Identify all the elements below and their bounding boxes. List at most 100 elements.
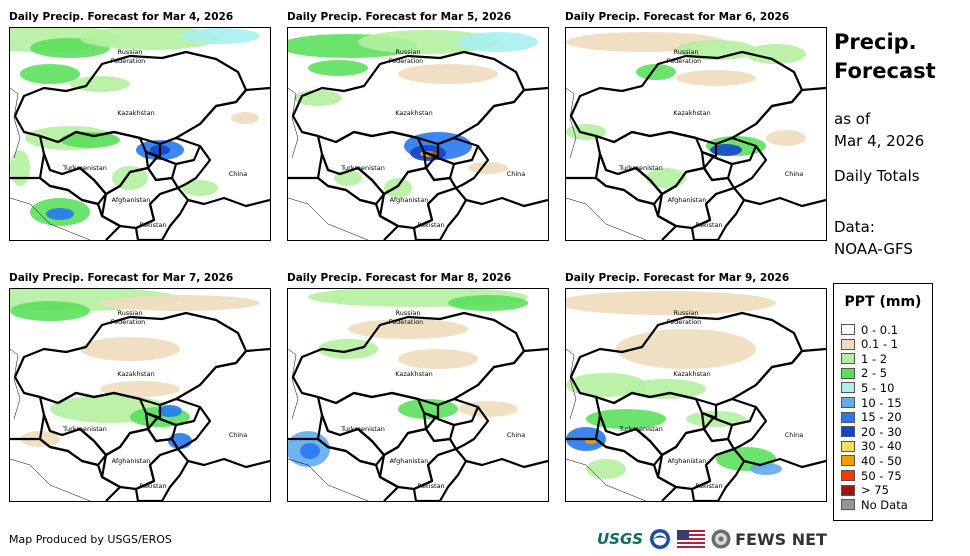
precip-area: [646, 168, 686, 188]
country-border: [455, 86, 548, 208]
country-border: [177, 347, 270, 469]
precip-area: [616, 329, 756, 369]
coastline: [10, 87, 91, 240]
legend-label: No Data: [861, 497, 908, 512]
panel-title: Daily Precip. Forecast for Mar 6, 2026: [565, 11, 790, 23]
country-border: [316, 413, 386, 467]
map-label-russia-line2: Federation: [111, 57, 146, 65]
legend-label: 50 - 75: [861, 468, 902, 483]
legend-label: 0.1 - 1: [861, 337, 899, 352]
country-border: [566, 437, 678, 501]
credit-text: Map Produced by USGS/EROS: [9, 533, 172, 546]
precip-area: [182, 180, 218, 196]
precip-area: [398, 64, 498, 84]
panel-title: Daily Precip. Forecast for Mar 7, 2026: [9, 272, 234, 284]
legend-label: 15 - 20: [861, 410, 902, 425]
precip-area: [10, 301, 90, 321]
precip-area: [100, 295, 260, 311]
map-label-pakistan: Pakistan: [417, 221, 444, 229]
map-label-kazakhstan: Kazakhstan: [117, 370, 154, 378]
precip-area: [80, 337, 180, 361]
legend-swatch: [841, 338, 855, 350]
legend-label: 0 - 0.1: [861, 322, 899, 337]
coastline: [566, 348, 647, 501]
legend-swatch: [841, 470, 855, 481]
map-label-russia-line1: Russian: [673, 48, 698, 56]
daily-totals-text: Daily Totals: [834, 167, 920, 185]
map-label-china: China: [785, 431, 804, 439]
map-label-russia-line2: Federation: [667, 318, 702, 326]
legend-swatch: [841, 324, 855, 335]
map-label-turkmenistan: Turkmenistan: [618, 425, 663, 433]
precip-area: [586, 409, 666, 429]
map-label-russia-line2: Federation: [111, 318, 146, 326]
precip-area: [676, 40, 756, 60]
map-label-pakistan: Pakistan: [139, 482, 166, 490]
precip-map: Russian Federation Kazakhstan Turkmenistan C…: [287, 288, 549, 502]
country-border: [733, 347, 826, 469]
map-label-russia-line1: Russian: [673, 309, 698, 317]
map-label-russia-line1: Russian: [395, 48, 420, 56]
precip-area: [180, 28, 260, 44]
map-label-turkmenistan: Turkmenistan: [340, 164, 385, 172]
map-label-kazakhstan: Kazakhstan: [673, 109, 710, 117]
precip-area: [626, 379, 706, 399]
map-label-russia-line2: Federation: [389, 57, 424, 65]
precip-area: [746, 44, 806, 64]
panel-title: Daily Precip. Forecast for Mar 5, 2026: [287, 11, 512, 23]
country-border: [177, 86, 270, 208]
legend-item: 15 - 20: [841, 410, 902, 425]
side-title-line1: Precip.: [834, 30, 917, 54]
precip-area: [10, 150, 30, 186]
map-label-kazakhstan: Kazakhstan: [395, 109, 432, 117]
legend-item: 10 - 15: [841, 395, 902, 410]
map-label-china: China: [507, 170, 526, 178]
precip-map: Russian Federation Kazakhstan Turkmenistan C…: [287, 27, 549, 241]
precip-area: [231, 112, 259, 124]
legend-swatch: [841, 353, 855, 365]
precip-area: [636, 64, 676, 80]
map-label-russia-line2: Federation: [389, 318, 424, 326]
precip-area: [710, 144, 742, 156]
as-of-text: as of Mar 4, 2026: [834, 108, 924, 152]
map-label-kazakhstan: Kazakhstan: [673, 370, 710, 378]
legend-swatch: [841, 397, 855, 408]
legend-label: 40 - 50: [861, 453, 902, 468]
legend-item: 50 - 75: [841, 468, 902, 483]
precip-area: [566, 373, 646, 397]
precip-area: [46, 208, 74, 220]
map-label-afghanistan: Afghanistan: [112, 196, 151, 204]
precip-area: [70, 76, 130, 92]
country-border: [288, 437, 400, 501]
precip-map: Russian Federation Kazakhstan Turkmenistan C…: [9, 288, 271, 502]
precip-area: [750, 463, 782, 475]
map-label-pakistan: Pakistan: [695, 221, 722, 229]
precip-map: Russian Federation Kazakhstan Turkmenistan C…: [565, 27, 827, 241]
precip-area: [60, 132, 120, 148]
legend-item: > 75: [841, 483, 889, 498]
map-label-afghanistan: Afghanistan: [668, 457, 707, 465]
map-label-afghanistan: Afghanistan: [390, 196, 429, 204]
panel-title: Daily Precip. Forecast for Mar 8, 2026: [287, 272, 512, 284]
country-border: [566, 176, 678, 240]
map-label-china: China: [785, 170, 804, 178]
precip-area: [398, 349, 478, 369]
precip-map: Russian Federation Kazakhstan Turkmenistan C…: [565, 288, 827, 502]
legend-swatch: [841, 411, 855, 423]
panel-title: Daily Precip. Forecast for Mar 4, 2026: [9, 11, 234, 23]
country-border: [733, 86, 826, 208]
map-label-russia-line2: Federation: [667, 57, 702, 65]
as-of-line2: Mar 4, 2026: [834, 132, 925, 150]
map-label-russia-line1: Russian: [117, 48, 142, 56]
coastline: [566, 87, 647, 240]
map-label-turkmenistan: Turkmenistan: [62, 164, 107, 172]
legend-item: 5 - 10: [841, 380, 894, 395]
legend-item: 20 - 30: [841, 424, 902, 439]
precip-area: [358, 30, 498, 54]
country-border: [288, 176, 400, 240]
map-label-kazakhstan: Kazakhstan: [395, 370, 432, 378]
map-label-kazakhstan: Kazakhstan: [117, 109, 154, 117]
